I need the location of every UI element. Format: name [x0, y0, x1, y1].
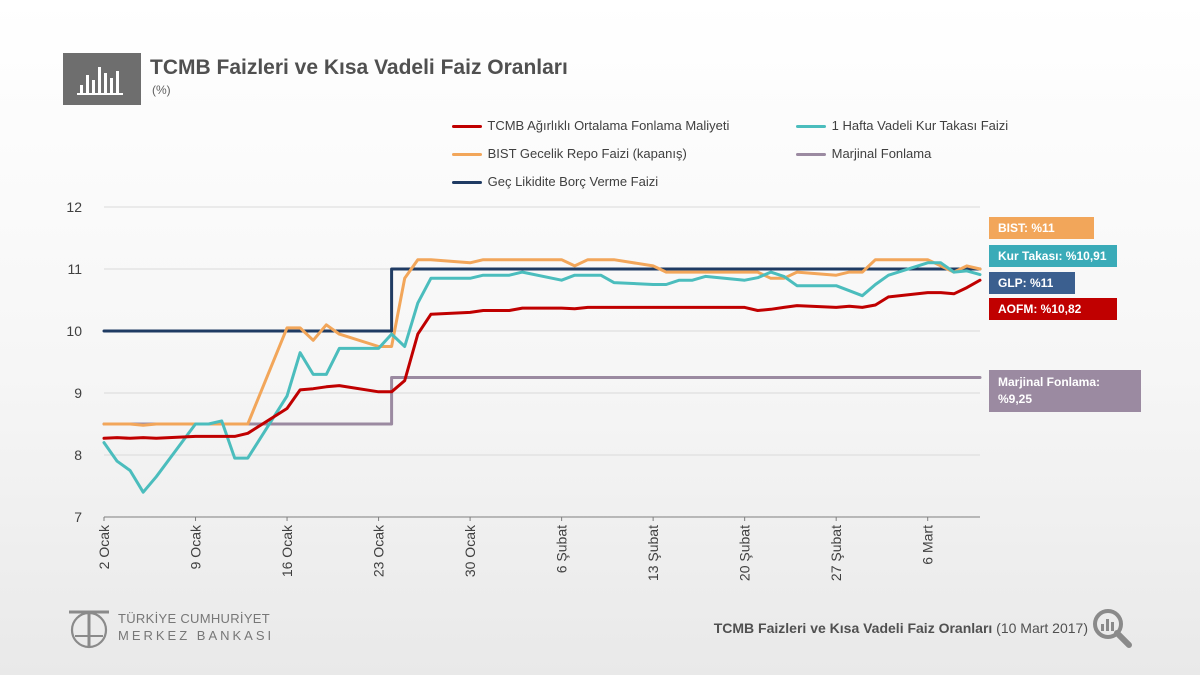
x-tick-label: 6 Mart: [920, 525, 936, 565]
y-tick-label: 7: [74, 509, 82, 525]
footer-caption-date: (10 Mart 2017): [992, 620, 1088, 636]
x-tick-label: 30 Ocak: [462, 524, 478, 577]
logo-text-line1: TÜRKİYE CUMHURİYET: [118, 611, 271, 626]
legend-label: 1 Hafta Vadeli Kur Takası Faizi: [831, 118, 1009, 133]
magnifier-chart-icon[interactable]: [1090, 606, 1134, 655]
bar-chart-icon: [63, 53, 141, 105]
legend-label: BIST Gecelik Repo Faizi (kapanış): [487, 146, 687, 161]
legend-swatch: [796, 125, 826, 129]
x-tick-label: 16 Ocak: [279, 524, 295, 577]
chart-title: TCMB Faizleri ve Kısa Vadeli Faiz Oranla…: [150, 56, 568, 79]
legend-item-glp: Geç Likidite Borç Verme Faizi: [452, 174, 658, 189]
legend-label: Marjinal Fonlama: [831, 146, 932, 161]
legend-item-marjinal: Marjinal Fonlama: [796, 146, 931, 161]
x-tick-label: 27 Şubat: [828, 525, 844, 581]
x-tick-label: 2 Ocak: [96, 524, 112, 569]
legend-item-aofm: TCMB Ağırlıklı Ortalama Fonlama Maliyeti: [452, 118, 729, 133]
y-tick-label: 9: [74, 385, 82, 401]
legend-label: TCMB Ağırlıklı Ortalama Fonlama Maliyeti: [487, 118, 730, 133]
callout-marjinal-line2: %9,25: [998, 392, 1033, 406]
footer-caption-title: TCMB Faizleri ve Kısa Vadeli Faiz Oranla…: [713, 620, 993, 636]
legend-swatch: [452, 181, 482, 185]
x-tick-label: 13 Şubat: [645, 525, 661, 581]
legend-swatch: [452, 125, 482, 129]
x-tick-label: 9 Ocak: [188, 524, 204, 569]
callout-kur-takasi: Kur Takası: %10,91: [989, 245, 1117, 267]
footer-caption: TCMB Faizleri ve Kısa Vadeli Faiz Oranla…: [714, 620, 1088, 636]
series-line-marjinal: [102, 376, 982, 426]
x-tick-label: 20 Şubat: [737, 525, 753, 581]
logo-text-line2: MERKEZ BANKASI: [118, 628, 275, 643]
callout-bist: BIST: %11: [989, 217, 1094, 239]
series-line-bist: [102, 258, 982, 427]
callout-marjinal-line1: Marjinal Fonlama:: [998, 375, 1101, 389]
legend-label: Geç Likidite Borç Verme Faizi: [487, 174, 659, 189]
callout-marjinal: Marjinal Fonlama: %9,25: [989, 370, 1141, 412]
x-tick-label: 6 Şubat: [554, 525, 570, 573]
y-tick-label: 8: [74, 447, 82, 463]
callout-glp: GLP: %11: [989, 272, 1075, 294]
chart-subtitle: (%): [152, 83, 171, 97]
x-tick-label: 23 Ocak: [371, 524, 387, 577]
series-line-glp: [102, 267, 982, 333]
y-tick-label: 11: [67, 261, 82, 277]
legend-item-kur-takasi: 1 Hafta Vadeli Kur Takası Faizi: [796, 118, 1008, 133]
y-tick-label: 12: [66, 199, 82, 215]
callout-aofm: AOFM: %10,82: [989, 298, 1117, 320]
series-line-kur_takasi: [102, 261, 982, 494]
legend-item-bist: BIST Gecelik Repo Faizi (kapanış): [452, 146, 687, 161]
legend-swatch: [452, 153, 482, 157]
legend-swatch: [796, 153, 826, 157]
tcmb-logo-icon: [65, 606, 113, 655]
series-line-aofm: [102, 278, 982, 440]
y-tick-label: 10: [66, 323, 82, 339]
